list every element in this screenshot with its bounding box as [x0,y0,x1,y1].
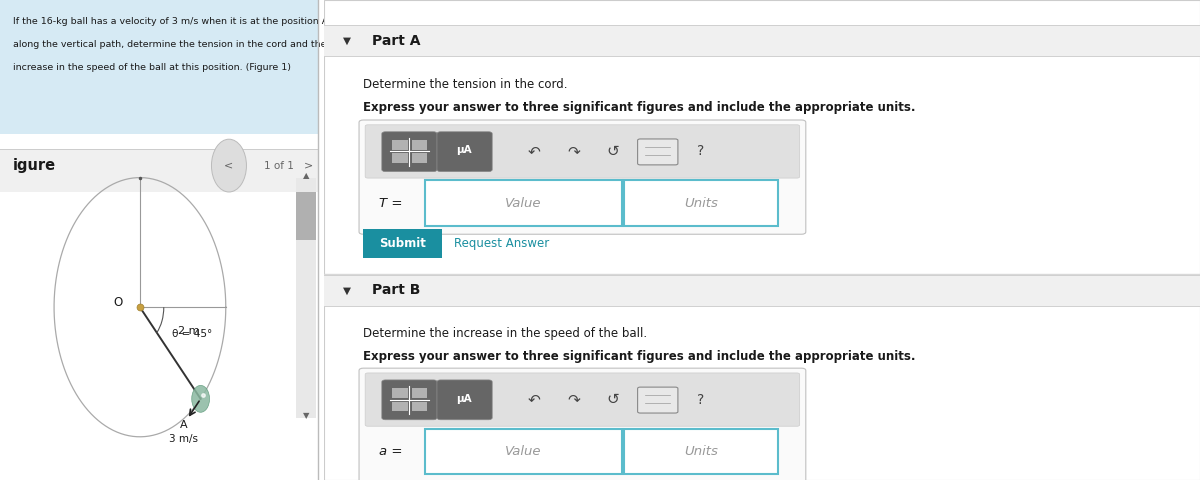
FancyBboxPatch shape [0,0,318,134]
Text: <: < [224,161,234,170]
FancyBboxPatch shape [324,25,1200,56]
Text: Request Answer: Request Answer [454,237,548,251]
Text: 2 m: 2 m [179,326,199,336]
FancyBboxPatch shape [392,388,408,397]
Text: 3 m/s: 3 m/s [169,433,198,444]
Text: μA: μA [456,145,472,156]
Text: ↷: ↷ [568,392,580,407]
FancyBboxPatch shape [412,401,427,411]
Text: Units: Units [684,197,718,210]
Text: igure: igure [13,158,56,173]
Text: ▼: ▼ [302,411,310,420]
Text: If the 16-kg ball has a velocity of 3 m/s when it is at the position A,: If the 16-kg ball has a velocity of 3 m/… [13,17,331,26]
Text: Express your answer to three significant figures and include the appropriate uni: Express your answer to three significant… [364,350,916,363]
FancyBboxPatch shape [392,154,408,163]
Text: Determine the tension in the cord.: Determine the tension in the cord. [364,78,568,91]
FancyBboxPatch shape [365,125,799,178]
FancyBboxPatch shape [425,429,622,474]
FancyBboxPatch shape [359,368,806,480]
FancyBboxPatch shape [0,149,318,192]
Text: increase in the speed of the ball at this position. (Figure 1): increase in the speed of the ball at thi… [13,63,290,72]
Text: ↷: ↷ [568,144,580,159]
FancyBboxPatch shape [324,275,1200,306]
Text: ↶: ↶ [528,392,541,407]
Text: ?: ? [697,393,704,407]
Text: Submit: Submit [379,237,426,251]
Text: Part A: Part A [372,34,421,48]
FancyBboxPatch shape [412,154,427,163]
Text: Value: Value [505,445,541,458]
FancyBboxPatch shape [412,140,427,150]
FancyBboxPatch shape [437,380,492,420]
Text: A: A [180,420,188,431]
FancyBboxPatch shape [392,140,408,150]
Text: θ = 45°: θ = 45° [172,329,212,338]
FancyBboxPatch shape [437,132,492,172]
Text: ↶: ↶ [528,144,541,159]
Text: along the vertical path, determine the tension in the cord and the: along the vertical path, determine the t… [13,40,326,49]
Text: Determine the increase in the speed of the ball.: Determine the increase in the speed of t… [364,327,648,340]
FancyBboxPatch shape [624,429,778,474]
FancyBboxPatch shape [382,380,437,420]
Text: ▼: ▼ [343,36,352,46]
FancyBboxPatch shape [392,401,408,411]
FancyBboxPatch shape [382,132,437,172]
Text: T =: T = [379,197,403,210]
FancyBboxPatch shape [624,180,778,226]
Circle shape [192,385,210,412]
Text: Value: Value [505,197,541,210]
FancyBboxPatch shape [295,178,317,418]
Text: ▲: ▲ [302,171,310,180]
Text: μA: μA [456,394,472,404]
FancyBboxPatch shape [412,388,427,397]
Text: Part B: Part B [372,283,420,298]
FancyBboxPatch shape [637,387,678,413]
FancyBboxPatch shape [365,373,799,426]
FancyBboxPatch shape [364,229,443,258]
Text: ?: ? [697,144,704,158]
Circle shape [211,139,246,192]
Text: Express your answer to three significant figures and include the appropriate uni: Express your answer to three significant… [364,101,916,114]
FancyBboxPatch shape [295,192,317,240]
Text: O: O [113,296,122,309]
FancyBboxPatch shape [324,0,1200,480]
Text: Units: Units [684,445,718,458]
Text: ↺: ↺ [607,392,619,407]
FancyBboxPatch shape [359,120,806,234]
Text: a =: a = [379,445,403,458]
FancyBboxPatch shape [637,139,678,165]
FancyBboxPatch shape [425,180,622,226]
Text: 1 of 1: 1 of 1 [264,161,294,170]
Text: ↺: ↺ [607,144,619,159]
Text: ▼: ▼ [343,286,352,295]
Text: >: > [304,161,313,170]
